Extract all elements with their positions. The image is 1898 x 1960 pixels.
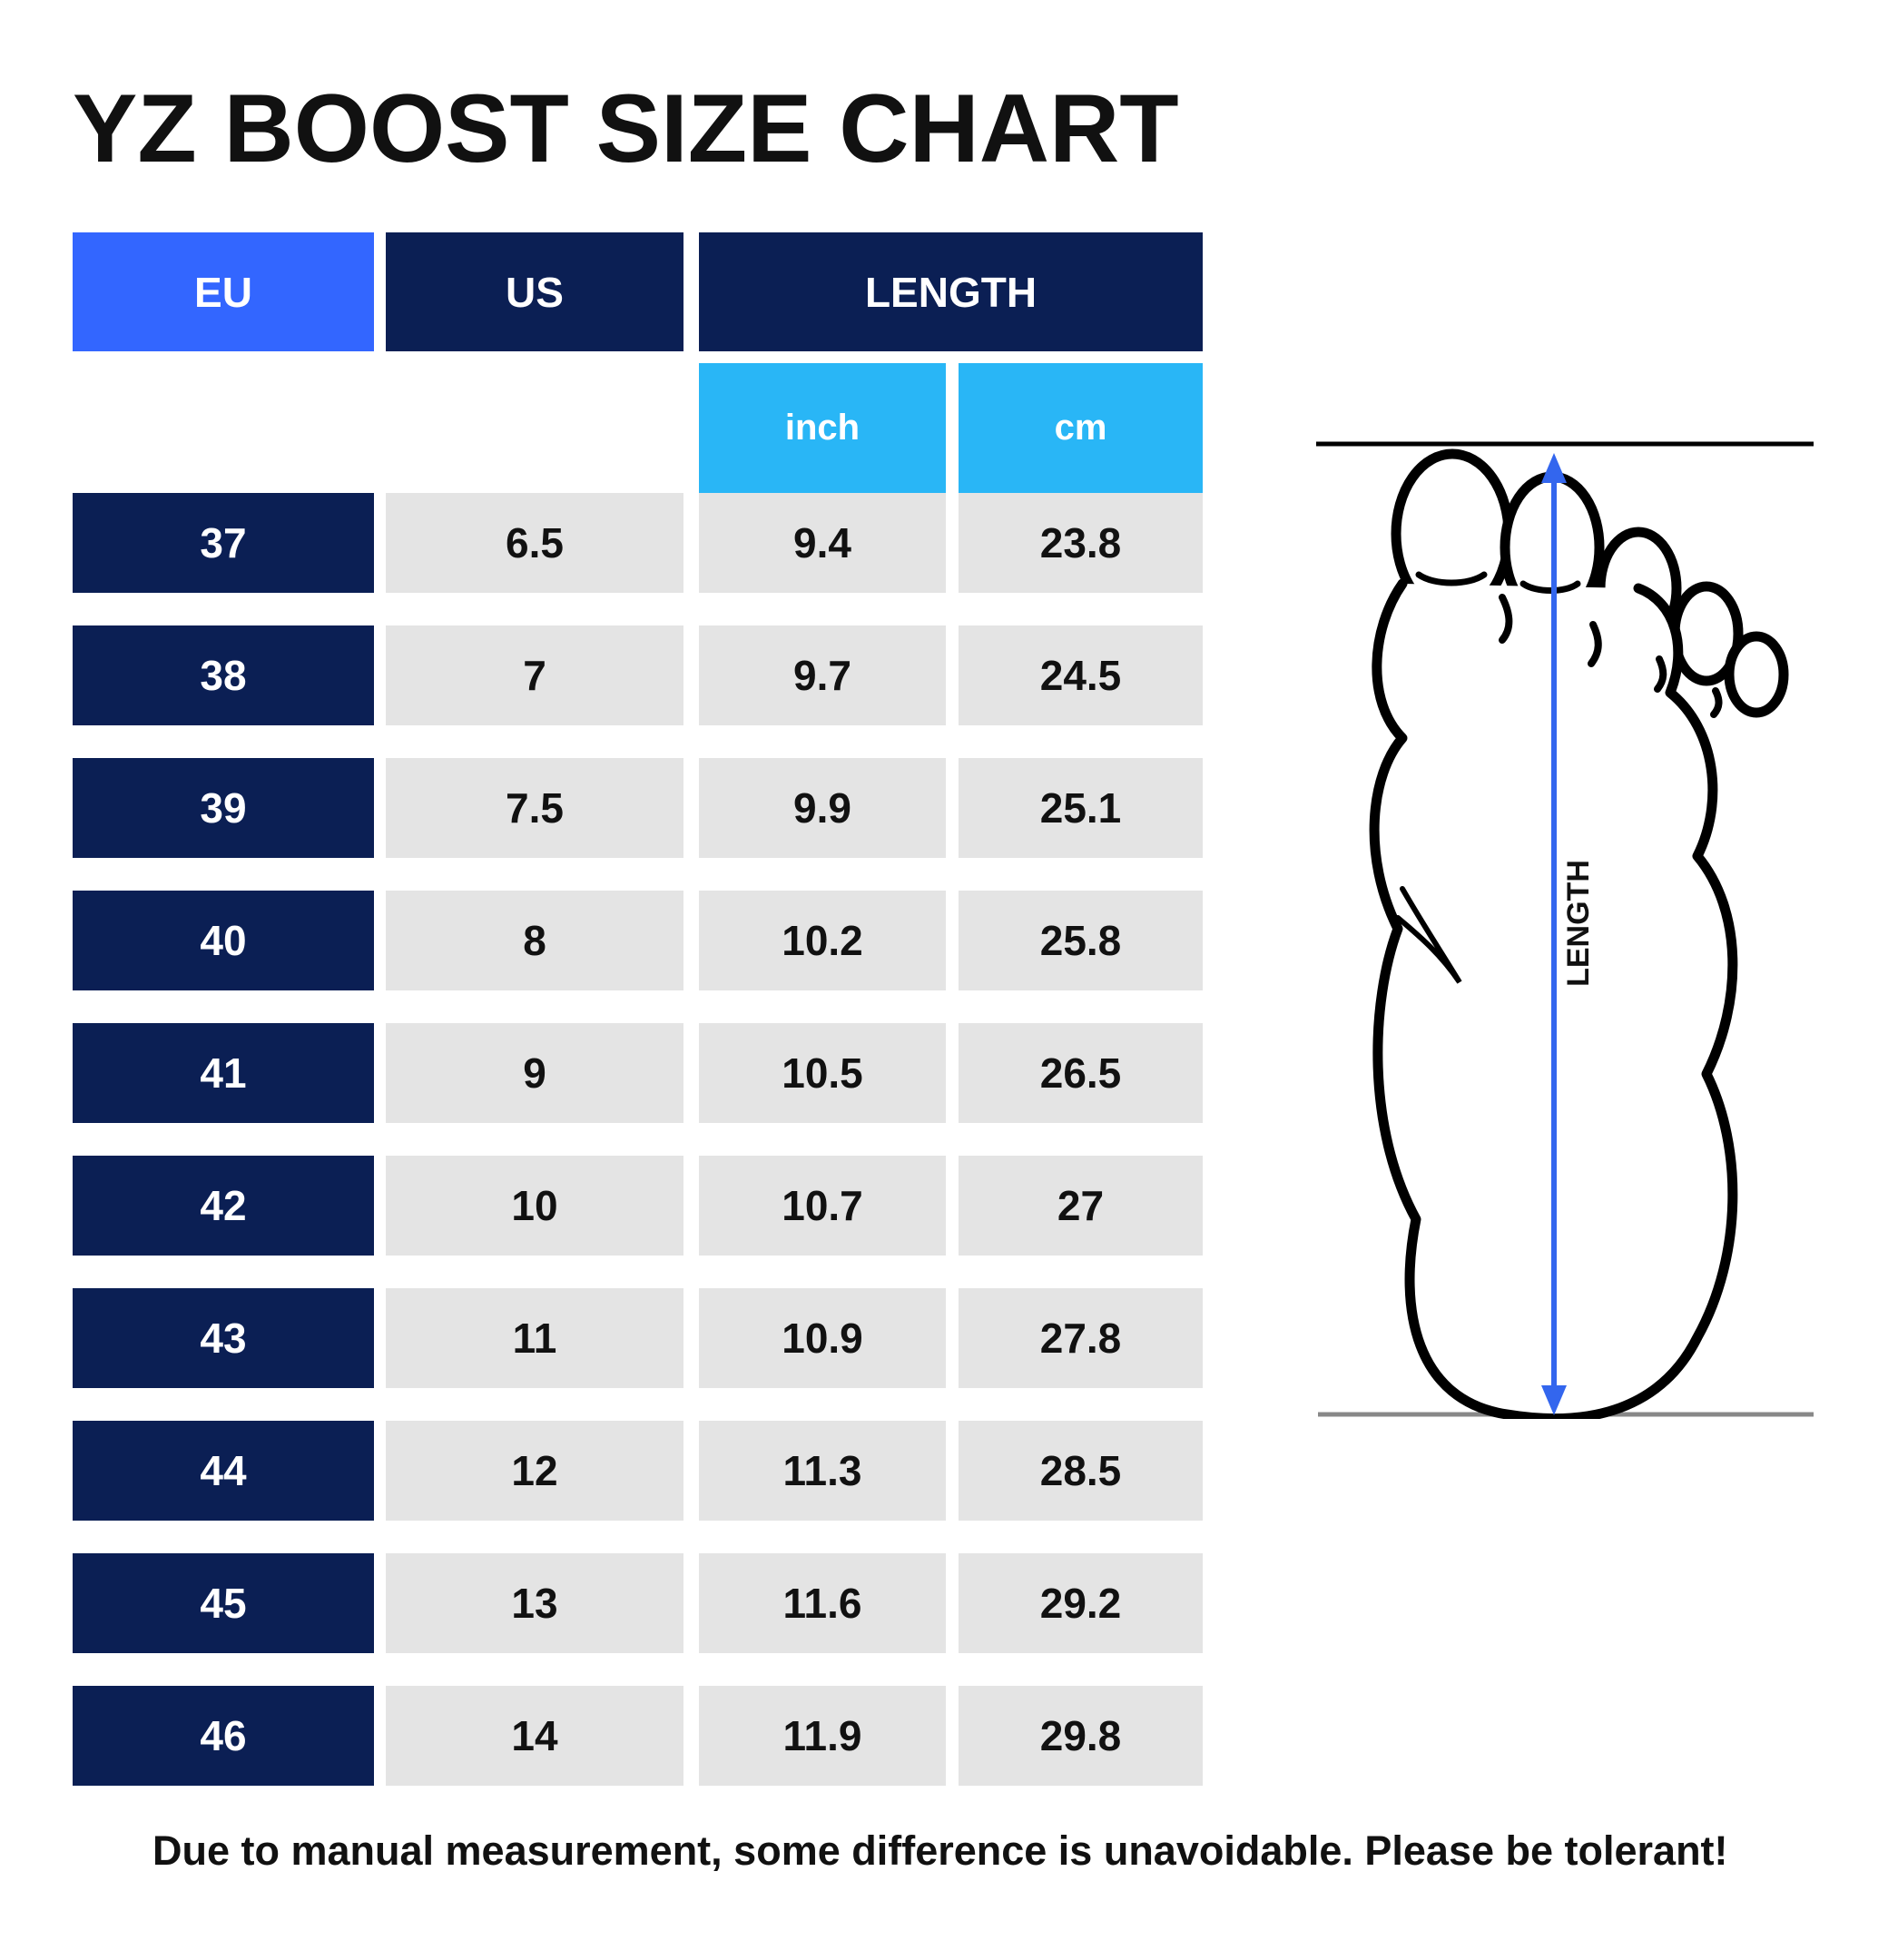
svg-text:LENGTH: LENGTH xyxy=(1561,860,1596,987)
